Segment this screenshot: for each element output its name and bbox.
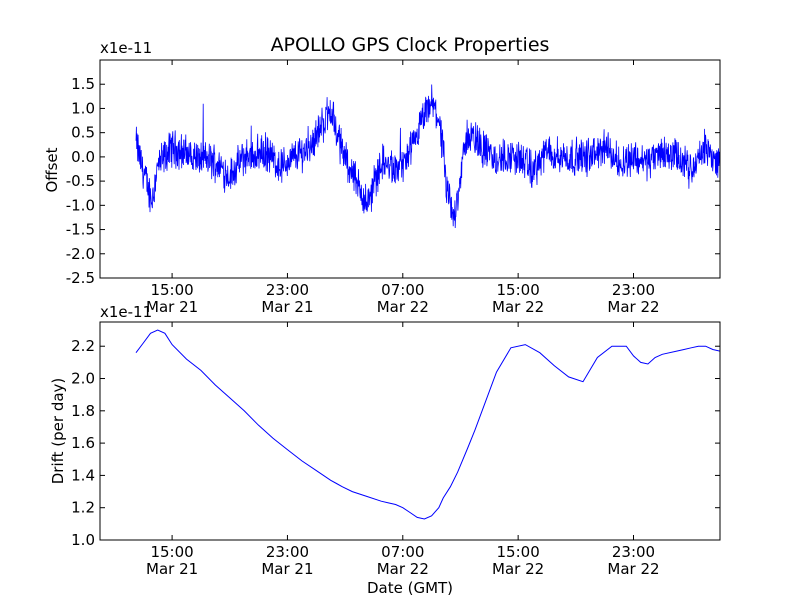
drift-series-group bbox=[135, 329, 721, 520]
offset-scale-label: x1e-11 bbox=[100, 39, 152, 57]
x-tick-label-date: Mar 22 bbox=[492, 560, 544, 578]
y-tick-label: 2.2 bbox=[71, 337, 95, 355]
x-tick-label-time: 15:00 bbox=[497, 281, 540, 299]
y-tick-label: -2.0 bbox=[66, 245, 95, 263]
y-tick-label: 2.0 bbox=[71, 370, 95, 388]
x-tick-label-date: Mar 22 bbox=[492, 298, 544, 316]
x-tick-label-time: 07:00 bbox=[381, 543, 424, 561]
drift-plot-frame bbox=[99, 321, 721, 541]
x-axis-label: Date (GMT) bbox=[367, 579, 453, 597]
x-tick-label-date: Mar 21 bbox=[146, 560, 198, 578]
x-tick-label-date: Mar 22 bbox=[377, 298, 429, 316]
chart-title: APOLLO GPS Clock Properties bbox=[271, 34, 550, 56]
x-tick-label-time: 15:00 bbox=[150, 281, 193, 299]
y-tick-label: 1.0 bbox=[71, 99, 95, 117]
x-tick-label-date: Mar 22 bbox=[377, 560, 429, 578]
x-tick-label-time: 23:00 bbox=[612, 281, 655, 299]
x-tick-label-date: Mar 21 bbox=[146, 298, 198, 316]
y-tick-label: 1.2 bbox=[71, 499, 95, 517]
y-tick-label: -1.0 bbox=[66, 196, 95, 214]
offset-y-ticks: -2.5 -2.0 -1.5 -1.0 -0.5 0.0 0.5 1.0 1.5 bbox=[66, 75, 720, 287]
x-tick-label-date: Mar 21 bbox=[261, 560, 313, 578]
y-tick-label: -1.5 bbox=[66, 221, 95, 239]
y-tick-label: 1.6 bbox=[71, 434, 95, 452]
y-tick-label: 0.0 bbox=[71, 148, 95, 166]
drift-y-ticks: 1.0 1.2 1.4 1.6 1.8 2.0 2.2 bbox=[71, 337, 720, 549]
x-tick-label-time: 23:00 bbox=[266, 281, 309, 299]
x-tick-label-date: Mar 22 bbox=[607, 560, 659, 578]
drift-panel: x1e-11 Drift (per day) Date (GMT) 1.0 1.2… bbox=[49, 303, 721, 597]
offset-series-line bbox=[135, 84, 721, 229]
y-tick-label: -2.5 bbox=[66, 269, 95, 287]
drift-y-axis-label: Drift (per day) bbox=[49, 378, 67, 485]
offset-series-group bbox=[135, 84, 721, 229]
x-tick-label-time: 15:00 bbox=[497, 543, 540, 561]
drift-scale-label: x1e-11 bbox=[100, 303, 152, 321]
x-tick-label-time: 15:00 bbox=[150, 543, 193, 561]
offset-plot-frame bbox=[99, 59, 721, 279]
x-tick-label-date: Mar 21 bbox=[261, 298, 313, 316]
offset-panel: APOLLO GPS Clock Properties x1e-11 Offse… bbox=[43, 34, 721, 316]
y-tick-label: 1.4 bbox=[71, 466, 95, 484]
y-tick-label: -0.5 bbox=[66, 172, 95, 190]
y-tick-label: 1.0 bbox=[71, 531, 95, 549]
x-tick-label-time: 23:00 bbox=[612, 543, 655, 561]
y-tick-label: 0.5 bbox=[71, 124, 95, 142]
y-tick-label: 1.8 bbox=[71, 402, 95, 420]
offset-y-axis-label: Offset bbox=[43, 147, 61, 192]
x-tick-label-date: Mar 22 bbox=[607, 298, 659, 316]
y-tick-label: 1.5 bbox=[71, 75, 95, 93]
x-tick-label-time: 07:00 bbox=[381, 281, 424, 299]
drift-series-line bbox=[135, 329, 721, 520]
x-tick-label-time: 23:00 bbox=[266, 543, 309, 561]
